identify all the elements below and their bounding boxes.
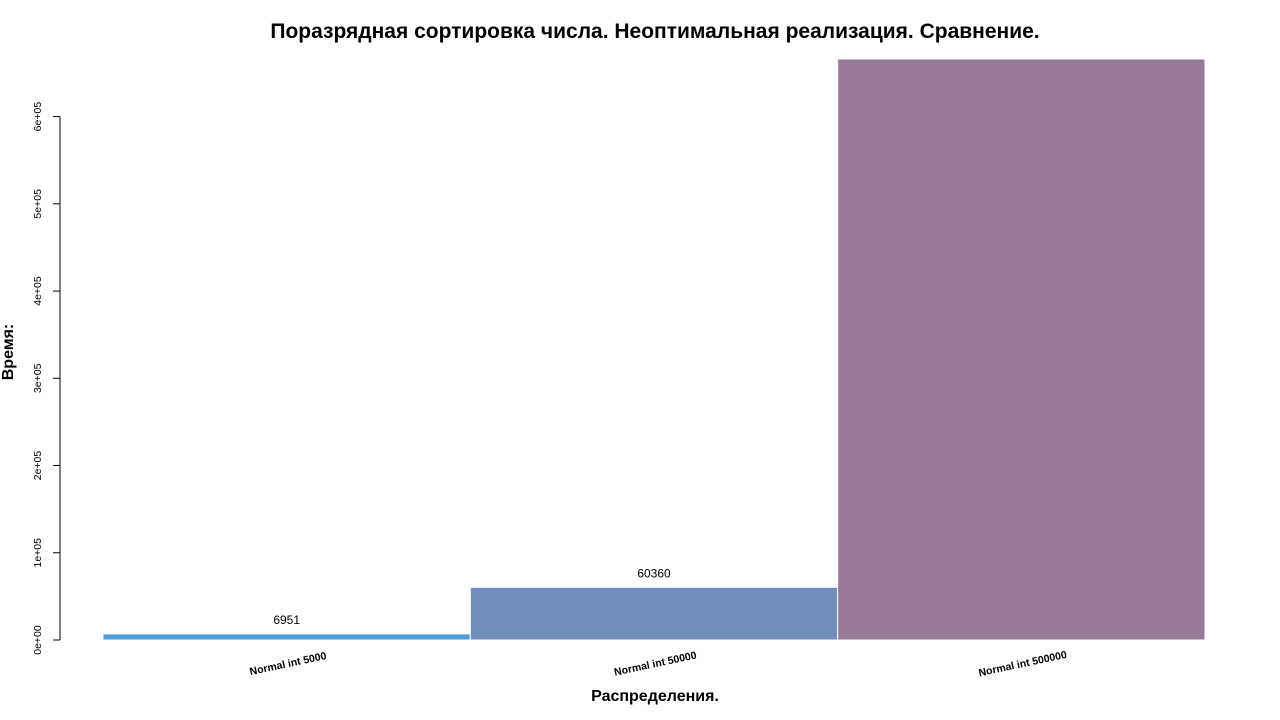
x-tick-label: Normal int 5000 — [249, 650, 328, 678]
bar — [469, 586, 839, 641]
y-tick-label: 5e+05 — [32, 189, 44, 219]
bars — [102, 58, 1206, 641]
y-tick-label: 3e+05 — [32, 363, 44, 393]
x-tick-label: Normal int 500000 — [977, 649, 1068, 679]
chart-title: Поразрядная сортировка числа. Неоптималь… — [270, 20, 1039, 43]
x-tick-label: Normal int 50000 — [613, 649, 698, 678]
bar — [102, 633, 471, 641]
x-axis-title: Распределения. — [591, 688, 719, 705]
data-labels: 6951 60360 — [273, 566, 671, 627]
y-tick-label: 0e+00 — [32, 625, 44, 655]
y-tick-label: 1e+05 — [32, 538, 44, 568]
data-label: 6951 — [273, 613, 300, 627]
y-tick-label: 2e+05 — [32, 451, 44, 481]
y-tick-label: 4e+05 — [32, 276, 44, 306]
y-axis: 0e+00 1e+05 2e+05 3e+05 4e+05 5e+05 6e+05 — [32, 102, 61, 655]
data-label: 60360 — [637, 566, 671, 580]
y-tick-label: 6e+05 — [32, 102, 44, 132]
x-axis-labels: Normal int 5000 Normal int 50000 Normal in… — [249, 649, 1069, 679]
bar — [837, 58, 1206, 641]
y-axis-title: Время: — [0, 324, 17, 381]
